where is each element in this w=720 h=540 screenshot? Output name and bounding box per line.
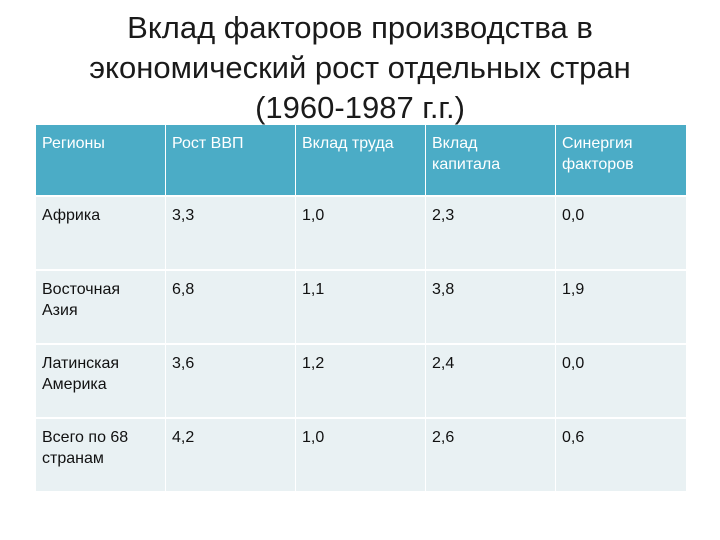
cell-labor: 1,1 bbox=[296, 271, 426, 345]
cell-region: Восточная Азия bbox=[36, 271, 166, 345]
cell-labor: 1,0 bbox=[296, 197, 426, 271]
factors-table: Регионы Рост ВВП Вклад труда Вклад капит… bbox=[36, 125, 686, 493]
cell-synergy: 0,6 bbox=[556, 419, 686, 493]
cell-region: Африка bbox=[36, 197, 166, 271]
cell-gdp-growth: 6,8 bbox=[166, 271, 296, 345]
cell-region: Латинская Америка bbox=[36, 345, 166, 419]
table-header-row: Регионы Рост ВВП Вклад труда Вклад капит… bbox=[36, 125, 686, 197]
cell-region: Всего по 68 странам bbox=[36, 419, 166, 493]
title-line-2: экономический рост отдельных стран bbox=[89, 50, 631, 85]
cell-synergy: 1,9 bbox=[556, 271, 686, 345]
title-line-1: Вклад факторов производства в bbox=[127, 10, 593, 45]
header-gdp-growth: Рост ВВП bbox=[166, 125, 296, 197]
cell-capital: 2,4 bbox=[426, 345, 556, 419]
table-row: Восточная Азия 6,8 1,1 3,8 1,9 bbox=[36, 271, 686, 345]
cell-capital: 3,8 bbox=[426, 271, 556, 345]
header-labor-contribution: Вклад труда bbox=[296, 125, 426, 197]
header-regions: Регионы bbox=[36, 125, 166, 197]
cell-gdp-growth: 4,2 bbox=[166, 419, 296, 493]
cell-synergy: 0,0 bbox=[556, 345, 686, 419]
cell-gdp-growth: 3,3 bbox=[166, 197, 296, 271]
cell-synergy: 0,0 bbox=[556, 197, 686, 271]
table-row: Африка 3,3 1,0 2,3 0,0 bbox=[36, 197, 686, 271]
cell-capital: 2,6 bbox=[426, 419, 556, 493]
cell-capital: 2,3 bbox=[426, 197, 556, 271]
cell-labor: 1,0 bbox=[296, 419, 426, 493]
header-factor-synergy: Синергия факторов bbox=[556, 125, 686, 197]
cell-gdp-growth: 3,6 bbox=[166, 345, 296, 419]
slide-title: Вклад факторов производства в экономичес… bbox=[40, 8, 680, 128]
title-line-3: (1960-1987 г.г.) bbox=[255, 90, 465, 125]
table-row: Всего по 68 странам 4,2 1,0 2,6 0,6 bbox=[36, 419, 686, 493]
header-capital-contribution: Вклад капитала bbox=[426, 125, 556, 197]
table-row: Латинская Америка 3,6 1,2 2,4 0,0 bbox=[36, 345, 686, 419]
cell-labor: 1,2 bbox=[296, 345, 426, 419]
